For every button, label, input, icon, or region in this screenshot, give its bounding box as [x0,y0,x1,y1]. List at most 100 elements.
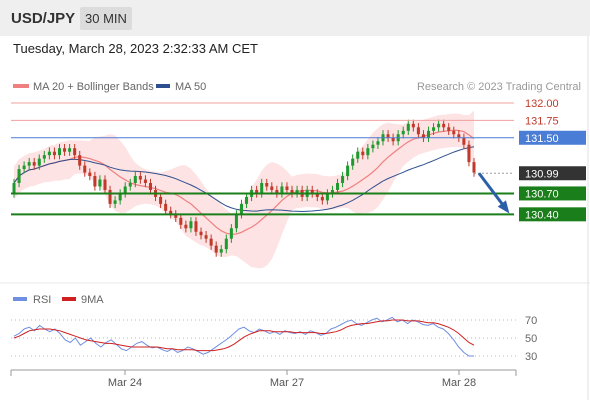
candle-body [255,189,259,194]
candle-body [214,245,218,253]
candle-body [361,151,365,156]
candle-body [270,186,274,190]
candle-body [108,189,112,204]
candle-body [467,144,471,163]
rsi-ma-legend-label: 9MA [81,294,104,306]
candle-body [128,183,132,187]
level-badge [519,207,586,222]
candle-body [401,130,405,135]
candle-body [73,148,77,156]
rsi-legend-swatch [13,297,27,301]
candle-body [290,189,294,194]
level-label: 130.40 [525,209,559,221]
candle-body [376,141,380,145]
candle-body [457,134,461,138]
candle-body [437,123,441,128]
level-badge [519,186,586,201]
candle-body [356,151,360,159]
level-label: 131.75 [525,115,559,127]
candle-body [22,165,26,170]
candle-body [260,183,264,194]
ma20-line [13,129,475,235]
legend: MA 20 + Bollinger Bands MA 50 Research ©… [13,81,581,93]
candle-body [194,221,198,232]
candle-body [179,217,183,225]
candle-body [37,158,41,166]
x-axis: Mar 24 Mar 27 Mar 28 [10,369,517,389]
level-badge [519,130,586,145]
x-tick-label: Mar 24 [108,377,142,389]
candle-body [472,162,476,173]
candle-body [169,210,173,215]
level-label: 131.50 [525,133,559,145]
candle-body [12,183,16,194]
candle-body [416,127,420,135]
level-label: 130.99 [525,168,559,180]
rsi-tick-label: 30 [525,351,537,363]
candle-body [224,238,228,250]
ma50-legend-label: MA 50 [175,81,206,93]
ma20-legend-label: MA 20 + Bollinger Bands [33,81,154,93]
candle-body [93,176,97,187]
candle-body [78,155,82,166]
rsi-legend-label: RSI [33,294,51,306]
timeframe-button[interactable]: 30 MIN [80,7,132,30]
candle-body [27,162,31,166]
bollinger-band-area [14,110,474,269]
ma50-line [13,146,475,213]
candle-body [452,130,456,135]
projection-arrow-head [497,200,510,214]
candle-body [336,183,340,190]
symbol-label: USD/JPY [11,10,76,27]
candle-body [330,189,334,194]
candle-body [133,176,137,183]
rsi-ma-line [13,319,475,352]
candle-body [386,134,390,138]
rsi-line [13,316,474,357]
x-tick-label: Mar 28 [442,377,476,389]
candle-body [295,189,299,194]
price-levels: 132.00 131.75 131.50 130.99 130.70 130.40 [11,98,586,222]
candle-body [275,189,279,194]
candle-body [57,148,62,156]
candle-body [285,186,289,190]
candle-body [52,151,56,156]
candle-body [315,193,319,197]
candle-body [346,165,350,177]
candle-body [391,137,395,142]
candle-body [234,214,238,229]
candle-body [42,155,46,159]
candle-body [406,123,410,131]
candle-body [280,186,284,194]
timestamp: Tuesday, March 28, 2023 2:32:33 AM CET [13,41,258,56]
level-label: 132.00 [525,98,559,110]
candle-body [320,196,324,201]
candle-body [447,127,451,131]
candle-body [138,176,142,180]
candle-body [411,123,415,128]
candle-body [239,203,243,215]
candle-body [123,186,127,194]
watermark: Research © 2023 Trading Central [417,81,581,93]
candle-body [204,235,208,239]
candle-body [229,228,233,239]
candle-body [462,137,466,145]
x-tick-label: Mar 27 [270,377,304,389]
ma50-legend-swatch [156,84,170,88]
candle-body [98,179,102,187]
candle-body [209,238,213,246]
rsi-legend: RSI 9MA [13,294,104,306]
candle-body [265,183,269,187]
candle-body [351,158,355,166]
candle-body [88,172,92,177]
candle-body [47,151,51,156]
candle-body [143,179,147,183]
candle-body [118,193,122,201]
bollinger-bands [13,110,475,269]
candle-body [17,169,21,183]
candle-body [164,203,168,211]
candle-body [310,189,314,194]
candle-body [371,144,375,149]
candle-body [341,176,345,183]
candle-body [83,165,87,173]
